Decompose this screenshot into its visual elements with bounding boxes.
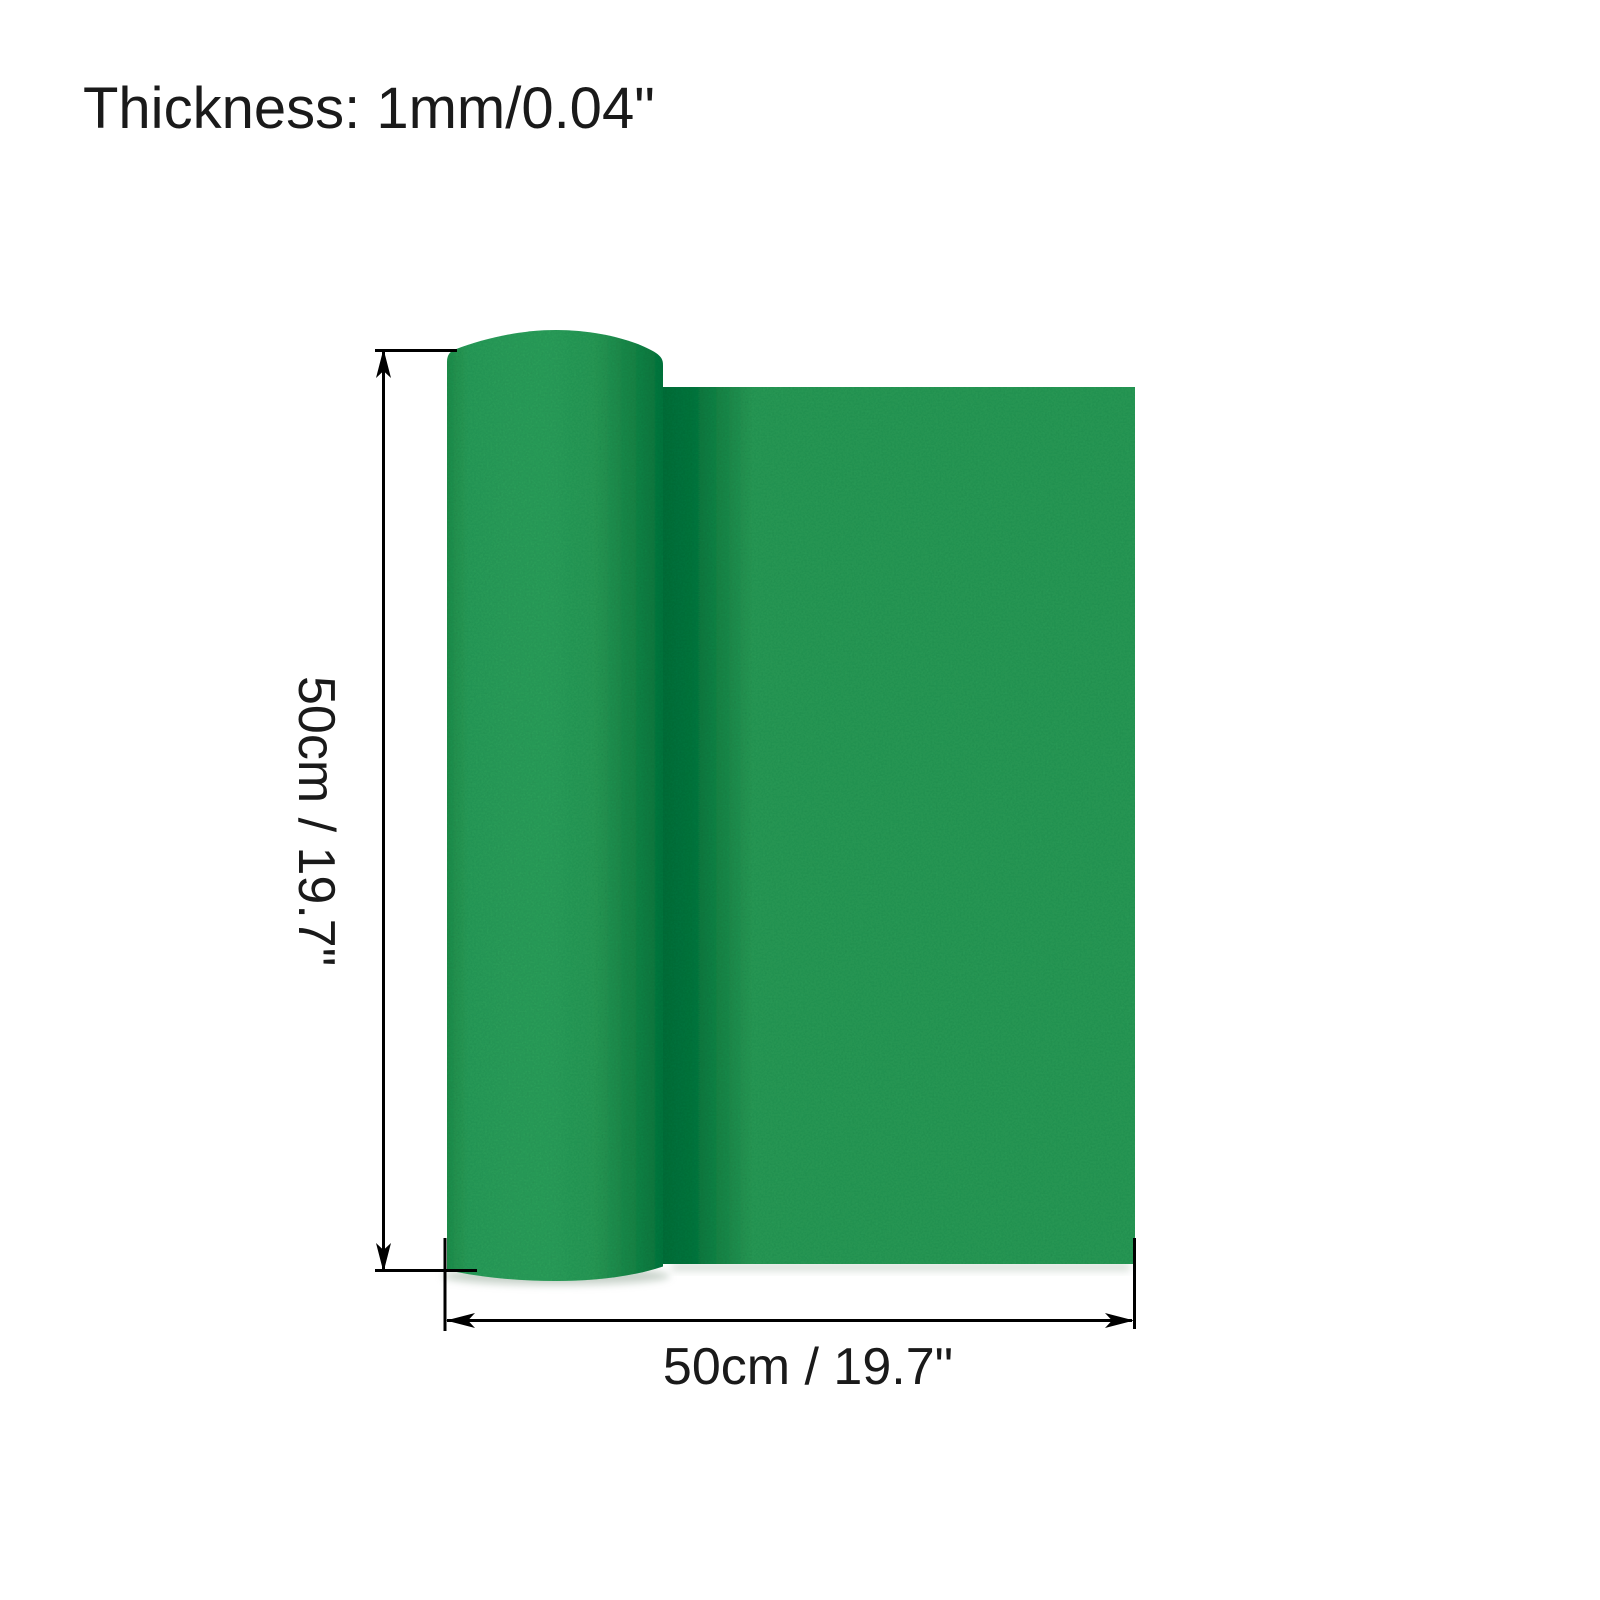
sheet-cast-shadow <box>672 1263 1130 1271</box>
arrow-up-icon <box>376 349 391 378</box>
width-dimension-arrowheads <box>446 1313 1134 1328</box>
foam-shapes <box>447 330 1135 1281</box>
roll-cylinder <box>447 330 663 1281</box>
arrow-left-icon <box>446 1313 475 1328</box>
width-dimension-label: 50cm / 19.7" <box>662 1338 954 1396</box>
unrolled-sheet <box>663 387 1135 1264</box>
height-dimension-label: 50cm / 19.7" <box>287 676 345 967</box>
height-dimension-arrowheads <box>376 349 391 1272</box>
width-dimension <box>443 1238 1136 1331</box>
height-dimension <box>375 349 477 1272</box>
arrow-right-icon <box>1105 1313 1134 1328</box>
thickness-label: Thickness: 1mm/0.04" <box>83 76 655 141</box>
arrow-down-icon <box>376 1243 391 1272</box>
